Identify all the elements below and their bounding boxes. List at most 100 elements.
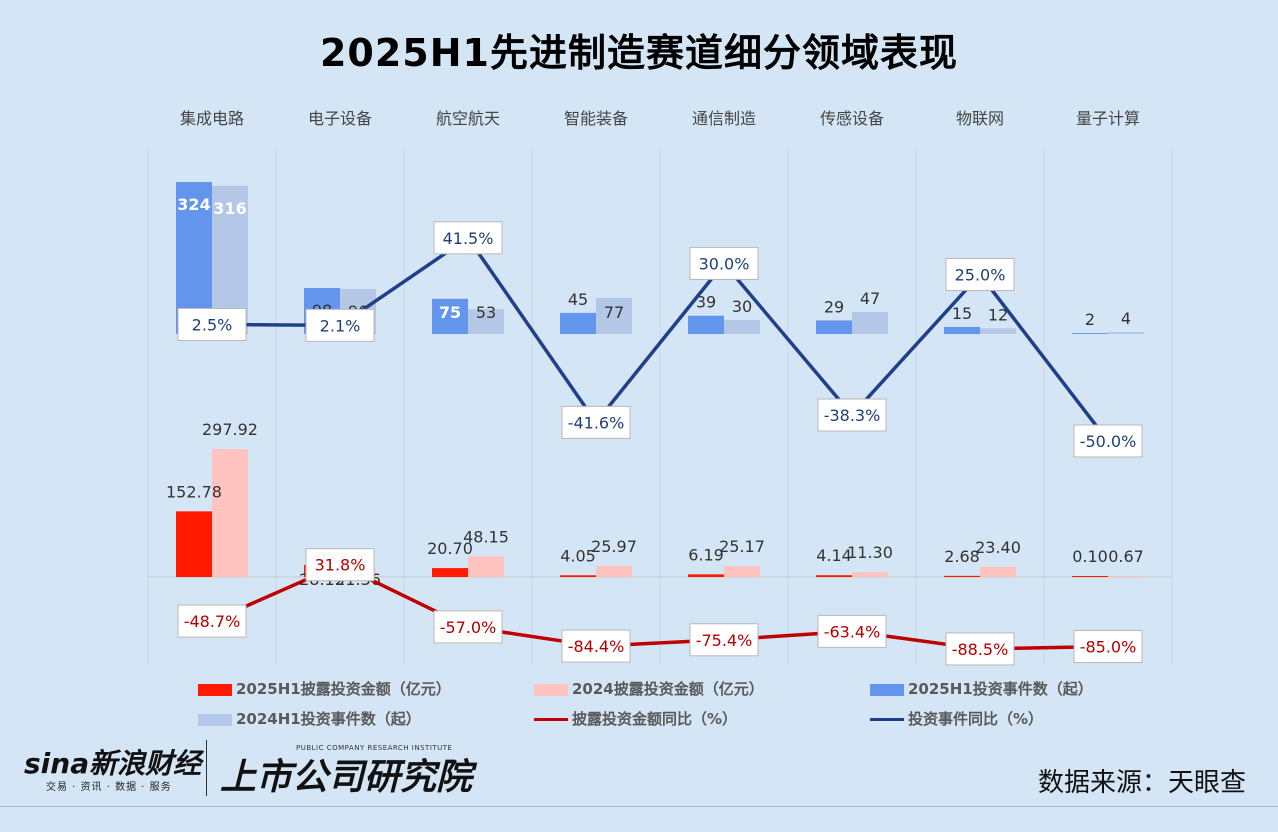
legend-swatch [534,683,568,696]
category-label-0: 集成电路 [180,109,244,128]
amount-2025-label: 152.78 [166,482,222,501]
legend-item-amount-yoy: 披露投资金额同比（%） [534,708,737,729]
events-2024-label: 47 [860,289,880,308]
events-yoy-label: -41.6% [568,413,625,432]
institute-logo-english: PUBLIC COMPANY RESEARCH INSTITUTE [296,744,453,752]
footer-rule [0,806,1278,807]
amount-2024-bar [724,566,760,577]
events-2024-label: 53 [476,303,496,322]
amount-yoy-label: 31.8% [315,556,366,575]
amount-yoy-label-box [433,610,503,644]
legend-label: 2025H1投资事件数（起） [908,680,1093,698]
category-label-5: 传感设备 [820,109,884,128]
amount-2024-label: 0.67 [1108,547,1144,566]
category-label-6: 物联网 [956,109,1004,128]
events-2025-bar [560,312,596,334]
events-yoy-label: 30.0% [699,254,750,273]
amount-2024-label: 25.97 [591,537,637,556]
amount-2025-bar [688,574,724,577]
data-source: 数据来源：天眼查 [1037,768,1246,798]
events-2025-label: 2 [1085,310,1095,329]
legend-item-events-yoy: 投资事件同比（%） [870,708,1043,729]
amount-yoy-label: -48.7% [184,612,241,631]
institute-logo: 上市公司研究院 [220,757,473,798]
logo-divider [206,740,207,796]
category-label-2: 航空航天 [436,109,500,128]
amount-2025-label: 4.14 [816,546,852,565]
events-2025-label: 39 [696,293,716,312]
legend-item-2024-amount: 2024披露投资金额（亿元） [534,678,764,699]
events-2025-bar [1072,333,1108,334]
amount-yoy-label: -85.0% [1080,638,1137,657]
amount-2024-bar [852,572,888,577]
legend-label: 披露投资金额同比（%） [572,710,738,728]
amount-yoy-label-box [561,629,631,663]
amount-yoy-label: -63.4% [824,622,881,641]
events-2025-bar [816,320,852,334]
amount-yoy-label-box [177,604,247,638]
events-2025-bar [432,298,468,334]
events-2024-bar [852,311,888,334]
events-2024-label: 77 [604,303,624,322]
amount-2025-label: 6.19 [688,545,724,564]
legend-swatch [198,713,232,726]
events-yoy-label: -38.3% [824,406,881,425]
events-yoy-label: 25.0% [955,266,1006,285]
chart-title: 2025H1先进制造赛道细分领域表现 [319,31,958,75]
amount-2025-label: 4.05 [560,546,596,565]
events-2024-bar [724,319,760,334]
amount-2025-label: 2.68 [944,547,980,566]
amount-2024-bar [980,566,1016,577]
amount-2024-bar [212,449,248,577]
amount-2025-bar [560,575,596,577]
legend-swatch [870,683,904,696]
amount-yoy-label-box [1073,630,1143,663]
legend-swatch [534,718,568,721]
amount-2025-bar [176,511,212,577]
events-2025-label: 75 [439,303,461,322]
amount-2024-label: 11.30 [847,543,893,562]
legend-swatch [870,718,904,721]
events-2025-label: 29 [824,297,844,316]
chart-canvas: 集成电路电子设备航空航天智能装备通信制造传感设备物联网量子计算324987545… [147,109,1173,666]
legend-swatch [198,683,232,696]
legend-label: 投资事件同比（%） [908,710,1044,728]
events-2025-bar [688,315,724,334]
amount-2025-label: 20.70 [427,539,473,558]
events-yoy-label-box [305,308,375,342]
events-yoy-label-box [177,307,247,341]
events-yoy-label-box [433,221,503,255]
category-label-7: 量子计算 [1076,109,1140,128]
events-2024-bar [1108,332,1144,334]
events-yoy-label-box [817,398,887,432]
amount-yoy-label: -84.4% [568,637,625,656]
amount-2024-bar [468,556,504,577]
events-yoy-label-box [689,246,759,280]
legend-item-2025-amount: 2025H1披露投资金额（亿元） [198,678,451,699]
events-2025-label: 324 [177,195,210,214]
amount-2024-bar [1108,576,1144,577]
events-2024-label: 4 [1121,309,1131,328]
category-label-4: 通信制造 [692,109,756,128]
events-yoy-label: 2.5% [192,315,233,334]
legend-label: 2024披露投资金额（亿元） [572,680,764,698]
amount-yoy-label-box [689,623,759,657]
amount-2025-label: 0.10 [1072,547,1108,566]
legend-label: 2024H1投资事件数（起） [236,710,421,728]
events-2025-label: 15 [952,304,972,323]
events-yoy-label-box [945,258,1015,291]
amount-yoy-label: -57.0% [440,618,497,637]
sina-finance-tagline: 交易 · 资讯 · 数据 · 服务 [46,782,172,793]
events-2025-label: 45 [568,290,588,309]
events-yoy-label-box [1073,424,1143,458]
events-yoy-label: 2.1% [320,316,361,335]
events-2024-bar [596,297,632,334]
amount-yoy-label-box [945,632,1015,666]
events-2024-bar [980,328,1016,334]
amount-yoy-label: -75.4% [696,631,753,650]
events-yoy-label: -50.0% [1080,432,1137,451]
amount-2024-label: 297.92 [202,420,258,439]
legend-item-2025-events: 2025H1投资事件数（起） [870,678,1093,699]
amount-2024-label: 23.40 [975,538,1021,557]
legend-item-2024-events: 2024H1投资事件数（起） [198,708,421,729]
